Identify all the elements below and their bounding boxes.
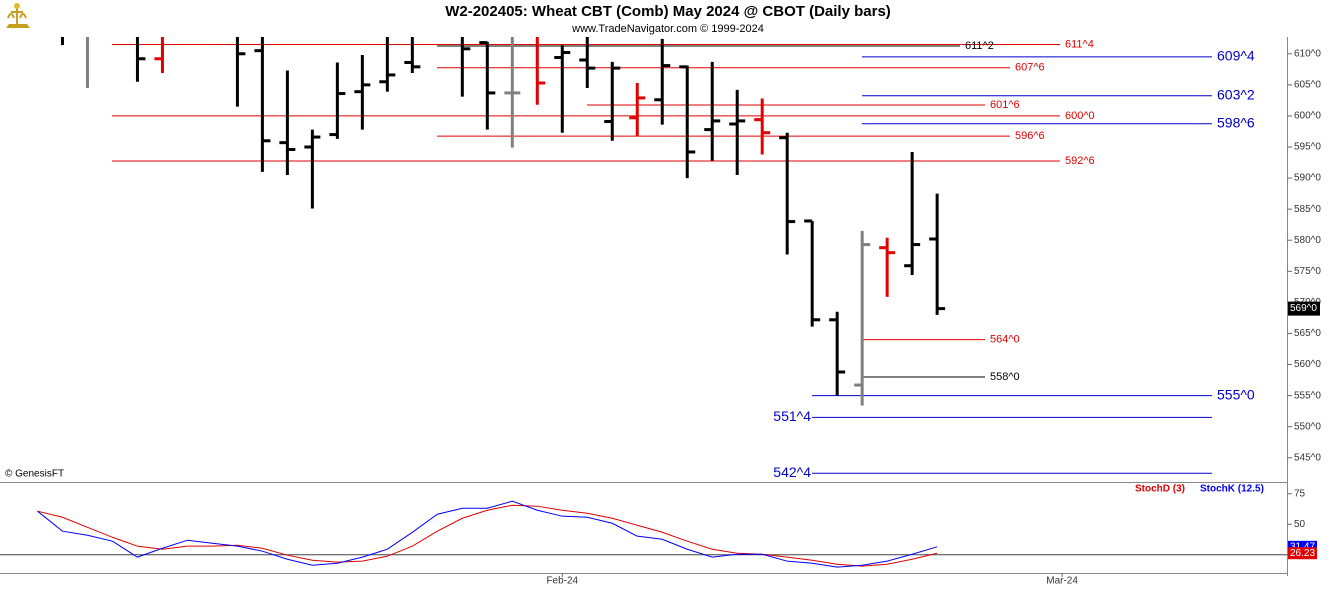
level-label: 609^4 (1217, 48, 1255, 64)
legend-label: StochD (3) (1135, 484, 1185, 495)
stoch-line (37, 500, 938, 568)
level-label: 600^0 (1065, 110, 1095, 122)
level-label: 611^2 (965, 40, 994, 52)
level-label: 607^6 (1015, 62, 1045, 74)
level-label: 558^0 (990, 371, 1020, 383)
stoch-line (37, 504, 938, 567)
level-label: 611^4 (1065, 38, 1094, 50)
y-tick-label: 50 (1294, 519, 1306, 530)
x-tick-label: Mar-24 (1046, 576, 1078, 587)
y-tick-label: 560^0 (1294, 359, 1321, 370)
y-tick-label: 565^0 (1294, 328, 1321, 339)
level-label: 551^4 (773, 408, 811, 424)
last-value-box (1288, 547, 1317, 560)
axes: 610^0 605^0 600^0 595^0 590^0 585^0 580^0 575^0… (546, 48, 1321, 586)
level-label: 542^4 (773, 464, 811, 480)
y-tick-label: 585^0 (1294, 204, 1321, 215)
y-tick-label: 555^0 (1294, 390, 1321, 401)
level-label: 596^6 (1015, 130, 1045, 142)
level-label: 564^0 (990, 334, 1020, 346)
legend-label: StochK (12.5) (1200, 484, 1264, 495)
y-tick-label: 75 (1294, 488, 1306, 499)
y-tick-label: 550^0 (1294, 421, 1321, 432)
last-value-label: 26.23 (1290, 548, 1315, 559)
y-tick-label: 600^0 (1294, 111, 1321, 122)
price-panel (60, 37, 946, 406)
x-tick-label: Feb-24 (546, 576, 578, 587)
stoch-panel (0, 500, 1287, 568)
level-label: 592^6 (1065, 155, 1095, 167)
last-price-label: 569^0 (1290, 303, 1317, 314)
y-tick-label: 545^0 (1294, 452, 1321, 463)
y-tick-label: 605^0 (1294, 79, 1321, 90)
chart-subtitle: www.TradeNavigator.com © 1999-2024 (571, 23, 764, 35)
y-tick-label: 590^0 (1294, 173, 1321, 184)
level-label: 555^0 (1217, 386, 1255, 402)
chart-title: W2-202405: Wheat CBT (Comb) May 2024 @ C… (445, 3, 891, 20)
y-tick-label: 610^0 (1294, 48, 1321, 59)
last-price-box (1288, 301, 1320, 316)
logo (6, 3, 30, 28)
level-label: 598^6 (1217, 114, 1255, 130)
y-tick-label: 595^0 (1294, 142, 1321, 153)
copyright: © GenesisFT (5, 469, 64, 480)
y-tick-label: 580^0 (1294, 235, 1321, 246)
level-label: 603^2 (1217, 86, 1255, 102)
y-tick-label: 575^0 (1294, 266, 1321, 277)
last-value-label: 31.47 (1290, 541, 1315, 552)
level-label: 601^6 (990, 99, 1020, 111)
